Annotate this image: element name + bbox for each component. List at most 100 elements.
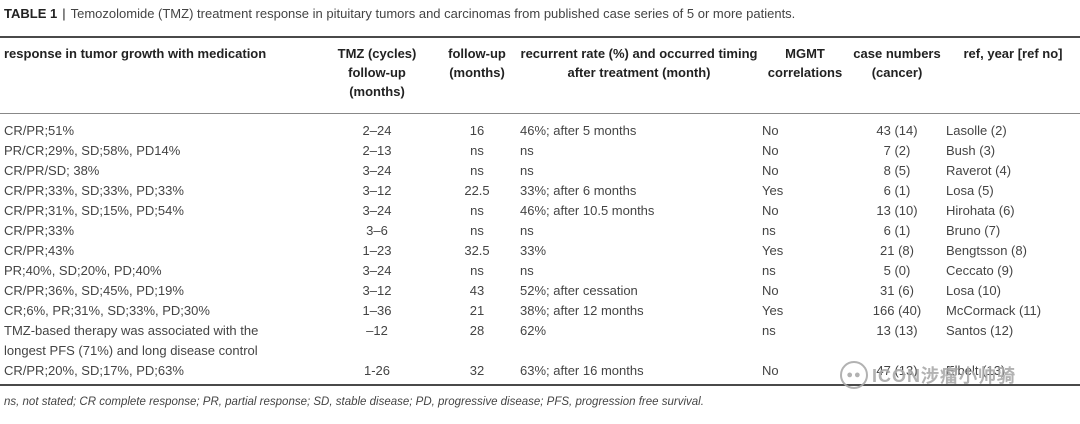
table-row: CR/PR;20%, SD;17%, PD;63% 1-26 32 63%; a… [0,361,1080,381]
cell-cases: 13 (13) [876,323,918,338]
cell-followup: ns [470,263,484,278]
table-row: CR/PR;33%, SD;33%, PD;33% 3–12 22.5 33%;… [0,181,1080,201]
caption-text: Temozolomide (TMZ) treatment response in… [70,6,796,21]
cell-response: CR/PR/SD; 38% [4,163,100,178]
cell-recurrent: 33% [520,243,547,258]
cell-mgmt: ns [762,223,776,238]
table-bottom-rule [0,384,1080,386]
cell-mgmt: Yes [762,183,784,198]
cell-ref: Hirohata (6) [946,203,1015,218]
cell-tmz: 3–24 [362,263,392,278]
treatment-response-table: response in tumor growth with medication… [0,44,1080,381]
cell-mgmt: No [762,143,779,158]
cell-mgmt: No [762,283,779,298]
cell-mgmt: No [762,163,779,178]
cell-recurrent: ns [520,223,534,238]
header-case-numbers: case numbers (cancer) [853,46,941,80]
cell-recurrent: 63%; after 16 months [520,363,644,378]
cell-followup: 43 [469,283,485,298]
table-row: CR/PR;33% 3–6 ns ns ns 6 (1) Bruno (7) [0,221,1080,241]
cell-tmz: 3–12 [362,183,392,198]
table-footnote: ns, not stated; CR complete response; PR… [4,396,704,408]
cell-recurrent: 33%; after 6 months [520,183,637,198]
cell-cases: 47 (13) [876,363,918,378]
cell-ref: Lasolle (2) [946,123,1007,138]
cell-mgmt: No [762,123,779,138]
cell-recurrent: ns [520,263,534,278]
cell-tmz: –12 [366,323,388,338]
cell-response: TMZ-based therapy was associated with th… [0,321,316,361]
cell-response: CR/PR;33% [4,223,75,238]
cell-tmz: 1-26 [363,363,391,378]
cell-response: CR/PR;36%, SD;45%, PD;19% [4,283,184,298]
cell-response: CR;6%, PR;31%, SD;33%, PD;30% [4,303,210,318]
cell-followup: 32 [469,363,485,378]
cell-tmz: 2–24 [362,123,392,138]
cell-recurrent: ns [520,143,534,158]
cell-ref: Ceccato (9) [946,263,1014,278]
table-row: CR/PR;51% 2–24 16 46%; after 5 months No… [0,114,1080,141]
cell-followup: ns [470,223,484,238]
cell-mgmt: ns [762,263,776,278]
cell-followup: ns [470,163,484,178]
cell-response: CR/PR;31%, SD;15%, PD;54% [4,203,184,218]
header-tmz-cycles: TMZ (cycles) follow-up (months) [337,46,417,99]
cell-followup: 28 [469,323,485,338]
cell-followup: ns [470,203,484,218]
header-follow-up: follow-up (months) [448,46,506,80]
cell-tmz: 3–24 [362,163,392,178]
header-recurrent-rate: recurrent rate (%) and occurred timing a… [520,46,758,80]
cell-tmz: 1–36 [362,303,392,318]
cell-ref: Bush (3) [946,143,996,158]
cell-cases: 43 (14) [876,123,918,138]
cell-recurrent: 62% [520,323,547,338]
cell-response: PR/CR;29%, SD;58%, PD14% [4,143,181,158]
cell-cases: 5 (0) [883,263,911,278]
cell-tmz: 3–24 [362,203,392,218]
table-row: PR/CR;29%, SD;58%, PD14% 2–13 ns ns No 7… [0,141,1080,161]
table-row: TMZ-based therapy was associated with th… [0,321,1080,361]
header-ref: ref, year [ref no] [963,46,1063,61]
caption-separator: | [62,6,66,21]
table-row: CR/PR;43% 1–23 32.5 33% Yes 21 (8) Bengt… [0,241,1080,261]
cell-response: PR;40%, SD;20%, PD;40% [4,263,162,278]
cell-response-line: longest PFS (71%) and long disease contr… [4,343,258,358]
cell-cases: 8 (5) [883,163,911,178]
cell-cases: 21 (8) [880,243,914,258]
cell-tmz: 2–13 [362,143,392,158]
cell-response: CR/PR;20%, SD;17%, PD;63% [4,363,184,378]
cell-cases: 7 (2) [883,143,911,158]
header-row: response in tumor growth with medication… [0,44,1080,114]
cell-cases: 6 (1) [883,183,911,198]
cell-ref: Santos (12) [946,323,1014,338]
cell-mgmt: No [762,203,779,218]
cell-followup: 21 [469,303,485,318]
cell-response: CR/PR;33%, SD;33%, PD;33% [4,183,184,198]
cell-ref: Losa (10) [946,283,1001,298]
table-row: CR/PR;36%, SD;45%, PD;19% 3–12 43 52%; a… [0,281,1080,301]
cell-recurrent: 52%; after cessation [520,283,638,298]
cell-followup: 22.5 [464,183,490,198]
cell-response-line: TMZ-based therapy was associated with th… [4,323,259,338]
cell-tmz: 1–23 [362,243,392,258]
header-response: response in tumor growth with medication [4,46,267,61]
cell-ref: Bengtsson (8) [946,243,1027,258]
cell-cases: 13 (10) [876,203,918,218]
table-header-rule [0,113,1080,114]
table-row: CR/PR;31%, SD;15%, PD;54% 3–24 ns 46%; a… [0,201,1080,221]
cell-mgmt: ns [762,323,776,338]
cell-tmz: 3–12 [362,283,392,298]
cell-ref: Bruno (7) [946,223,1001,238]
cell-response: CR/PR;43% [4,243,75,258]
cell-recurrent: 46%; after 10.5 months [520,203,655,218]
cell-cases: 166 (40) [872,303,922,318]
cell-ref: Losa (5) [946,183,994,198]
cell-cases: 6 (1) [883,223,911,238]
cell-followup: 32.5 [464,243,490,258]
cell-ref: Raverot (4) [946,163,1012,178]
cell-recurrent: 38%; after 12 months [520,303,644,318]
cell-followup: ns [470,143,484,158]
cell-mgmt: No [762,363,779,378]
cell-mgmt: Yes [762,303,784,318]
table-top-rule [0,36,1080,38]
